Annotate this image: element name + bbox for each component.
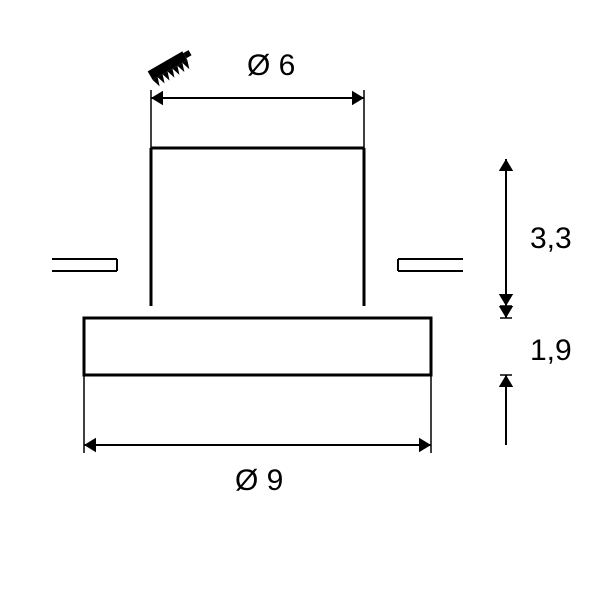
dimension-drawing: Ø 6 Ø 9 3,3 1,9	[0, 0, 600, 600]
dim-total-diameter: Ø 9	[84, 375, 431, 497]
dim-cutout-diameter-label: Ø 6	[247, 49, 295, 82]
dim-base-height: 1,9	[499, 306, 572, 445]
dim-cutout-diameter: Ø 6	[151, 49, 364, 148]
dim-base-height-label: 1,9	[530, 334, 572, 367]
dim-body-height: 3,3	[499, 159, 572, 306]
dim-body-height-label: 3,3	[530, 222, 572, 255]
hole-saw-icon	[148, 48, 197, 87]
dim-total-diameter-label: Ø 9	[235, 464, 283, 497]
part-outline	[52, 148, 463, 375]
